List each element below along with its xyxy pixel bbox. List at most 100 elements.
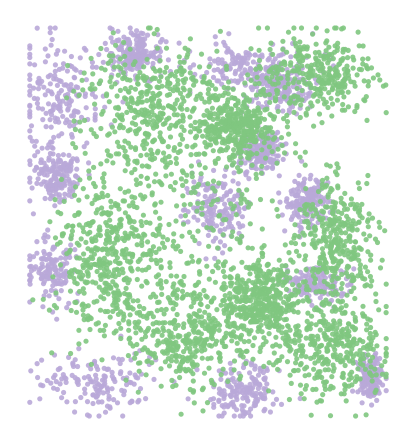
data-point bbox=[87, 86, 93, 92]
data-point bbox=[239, 233, 245, 239]
data-point bbox=[277, 267, 284, 273]
data-point bbox=[109, 386, 115, 392]
data-point bbox=[259, 226, 265, 232]
data-point bbox=[84, 194, 90, 200]
data-point bbox=[149, 360, 155, 366]
data-point bbox=[228, 223, 234, 229]
data-point bbox=[347, 233, 353, 239]
data-point bbox=[275, 213, 281, 219]
data-point bbox=[130, 61, 136, 68]
data-point bbox=[278, 98, 284, 105]
data-point bbox=[37, 396, 43, 402]
data-point bbox=[102, 409, 109, 415]
data-point bbox=[212, 279, 218, 285]
data-point bbox=[234, 396, 240, 403]
data-point bbox=[120, 198, 126, 204]
data-point bbox=[87, 326, 93, 333]
data-point bbox=[36, 270, 42, 276]
data-point bbox=[82, 117, 88, 123]
data-point bbox=[117, 186, 123, 192]
data-point bbox=[205, 232, 211, 238]
data-point bbox=[162, 69, 168, 75]
data-point bbox=[155, 281, 161, 287]
data-point bbox=[302, 257, 308, 263]
data-point bbox=[127, 25, 133, 31]
data-point bbox=[78, 394, 84, 401]
data-point bbox=[346, 377, 352, 383]
data-point bbox=[77, 128, 83, 134]
data-point bbox=[27, 88, 33, 94]
data-point bbox=[369, 378, 375, 384]
data-point bbox=[160, 325, 166, 331]
data-point bbox=[377, 77, 383, 83]
data-point bbox=[248, 46, 254, 52]
data-point bbox=[364, 321, 370, 327]
data-point bbox=[48, 139, 54, 145]
data-point bbox=[239, 294, 245, 300]
data-point bbox=[339, 332, 345, 338]
data-point bbox=[313, 25, 319, 31]
data-point bbox=[340, 101, 346, 108]
data-point bbox=[62, 255, 68, 261]
data-point bbox=[165, 57, 171, 63]
data-point bbox=[139, 119, 146, 125]
data-point bbox=[57, 239, 63, 245]
data-point bbox=[34, 100, 41, 106]
data-point bbox=[214, 223, 220, 229]
data-point bbox=[92, 86, 98, 92]
data-point bbox=[31, 95, 37, 101]
data-point bbox=[104, 265, 110, 271]
data-point bbox=[226, 31, 232, 37]
data-point bbox=[47, 196, 53, 202]
data-point bbox=[77, 55, 83, 61]
data-point bbox=[186, 313, 192, 319]
data-point bbox=[275, 281, 281, 288]
data-point bbox=[215, 60, 221, 66]
data-point bbox=[223, 206, 229, 212]
data-point bbox=[291, 235, 297, 241]
data-point bbox=[311, 187, 317, 193]
data-point bbox=[121, 70, 127, 76]
data-point bbox=[303, 266, 309, 273]
data-point bbox=[219, 285, 225, 291]
data-point bbox=[247, 271, 253, 277]
data-point bbox=[322, 386, 328, 392]
data-point bbox=[347, 371, 353, 378]
data-point bbox=[47, 29, 53, 36]
data-point bbox=[58, 255, 64, 261]
data-point bbox=[156, 102, 163, 108]
data-point bbox=[187, 87, 193, 93]
data-point bbox=[32, 153, 38, 159]
data-point bbox=[360, 303, 366, 309]
data-point bbox=[242, 80, 248, 86]
data-point bbox=[274, 160, 280, 166]
data-point bbox=[92, 106, 98, 112]
data-point bbox=[166, 363, 173, 369]
data-point bbox=[159, 291, 165, 297]
data-point bbox=[116, 37, 122, 43]
data-point bbox=[345, 55, 351, 61]
data-point bbox=[285, 297, 291, 303]
data-point bbox=[184, 54, 190, 60]
data-point bbox=[351, 250, 357, 256]
data-point bbox=[49, 144, 55, 151]
data-point bbox=[248, 77, 254, 83]
data-point bbox=[360, 275, 366, 281]
data-point bbox=[90, 71, 96, 77]
data-point bbox=[76, 92, 82, 98]
data-point bbox=[243, 386, 250, 392]
data-point bbox=[252, 381, 258, 387]
data-point bbox=[265, 125, 271, 131]
data-point bbox=[342, 362, 348, 369]
data-point bbox=[297, 154, 303, 160]
data-point bbox=[201, 319, 208, 325]
data-point bbox=[176, 54, 182, 60]
data-point bbox=[231, 367, 237, 373]
data-point bbox=[220, 268, 226, 275]
data-point bbox=[112, 81, 118, 87]
data-point bbox=[103, 240, 109, 247]
data-point bbox=[235, 52, 241, 59]
data-point bbox=[163, 45, 170, 51]
data-point bbox=[222, 243, 228, 249]
data-point bbox=[239, 214, 245, 220]
